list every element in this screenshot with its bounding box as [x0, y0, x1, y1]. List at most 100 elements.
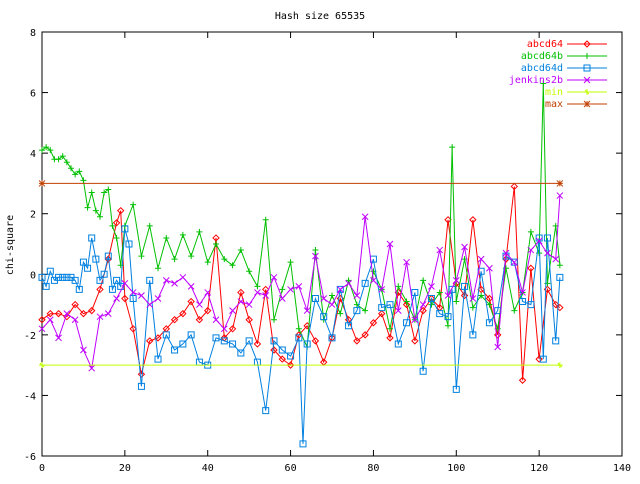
y-tick-label: 8 — [30, 28, 36, 39]
data-point — [556, 273, 564, 281]
x-tick-label: 20 — [119, 463, 131, 474]
y-tick-label: -6 — [24, 452, 36, 463]
data-point — [278, 346, 286, 354]
y-tick-label: 6 — [30, 89, 36, 100]
plot-frame — [41, 31, 623, 457]
data-point — [510, 258, 518, 266]
data-point — [47, 147, 54, 154]
data-point — [146, 337, 154, 345]
data-point — [494, 331, 502, 339]
data-point — [262, 216, 269, 223]
data-point — [449, 144, 456, 151]
data-point — [129, 289, 137, 296]
data-point — [361, 213, 369, 221]
data-point — [518, 376, 527, 384]
data-point — [436, 310, 444, 318]
data-point — [46, 309, 54, 318]
data-point — [96, 285, 104, 294]
data-point — [583, 100, 591, 108]
data-point — [253, 340, 262, 348]
data-point — [486, 301, 493, 308]
series-line-abcd64b — [41, 83, 561, 349]
data-point — [556, 362, 563, 369]
data-point — [583, 64, 591, 72]
data-point — [452, 385, 460, 393]
data-point — [460, 291, 469, 300]
data-point — [39, 362, 45, 369]
legend-label: abcd64b — [521, 51, 563, 62]
data-point — [38, 180, 46, 187]
data-point — [212, 234, 220, 242]
data-point — [469, 331, 477, 339]
data-point — [478, 292, 485, 299]
data-point — [556, 192, 564, 199]
data-point — [394, 307, 402, 314]
data-point — [336, 285, 344, 293]
data-point — [320, 313, 328, 321]
data-point — [204, 306, 212, 315]
data-point — [279, 286, 286, 293]
data-point — [80, 346, 87, 354]
series-jenkins2b — [38, 192, 564, 372]
data-point — [79, 309, 88, 318]
data-point — [162, 331, 170, 339]
data-point — [543, 234, 551, 242]
data-point — [46, 316, 54, 324]
data-point — [403, 298, 410, 305]
data-point — [345, 277, 352, 284]
data-point — [101, 189, 108, 196]
data-point — [544, 249, 551, 257]
data-point — [104, 310, 112, 318]
y-tick-label: 2 — [30, 210, 36, 221]
data-point — [55, 156, 62, 163]
data-point — [113, 295, 120, 302]
data-point — [121, 280, 129, 287]
data-point — [221, 256, 228, 263]
data-point — [469, 216, 477, 224]
data-point — [445, 322, 451, 329]
data-point — [519, 298, 527, 306]
data-point — [411, 337, 419, 345]
data-point — [43, 144, 50, 151]
data-point — [179, 273, 187, 281]
x-tick-label: 140 — [613, 463, 631, 474]
data-point — [583, 40, 591, 48]
data-point — [54, 309, 63, 318]
y-tick-label: 4 — [30, 149, 36, 160]
data-point — [146, 301, 154, 308]
data-point — [299, 440, 307, 448]
data-point — [362, 307, 369, 314]
data-point — [92, 207, 99, 214]
data-point — [320, 295, 328, 302]
data-point — [245, 337, 253, 345]
data-point — [386, 334, 394, 342]
data-point — [220, 325, 228, 333]
x-tick-label: 60 — [285, 463, 297, 474]
data-point — [295, 283, 303, 290]
data-point — [361, 279, 369, 287]
data-point — [411, 288, 419, 296]
data-point — [187, 297, 195, 306]
data-point — [137, 370, 146, 378]
data-point — [295, 325, 302, 332]
data-point — [38, 325, 46, 333]
data-point — [552, 337, 560, 345]
data-point — [80, 177, 87, 184]
data-point — [556, 262, 563, 269]
series-line-abcd64d — [41, 228, 561, 444]
data-point — [584, 89, 590, 95]
data-point — [146, 222, 153, 229]
y-axis-label: chi-square — [5, 215, 16, 275]
legend-label: max — [545, 99, 563, 110]
data-point — [195, 316, 204, 324]
data-point — [63, 310, 71, 318]
data-point — [461, 282, 469, 290]
data-point — [237, 288, 245, 297]
legend-label: abcd64 — [527, 39, 563, 50]
data-point — [88, 306, 96, 315]
data-point — [254, 283, 261, 290]
data-point — [519, 289, 526, 296]
data-point — [237, 247, 244, 254]
data-point — [353, 307, 361, 315]
